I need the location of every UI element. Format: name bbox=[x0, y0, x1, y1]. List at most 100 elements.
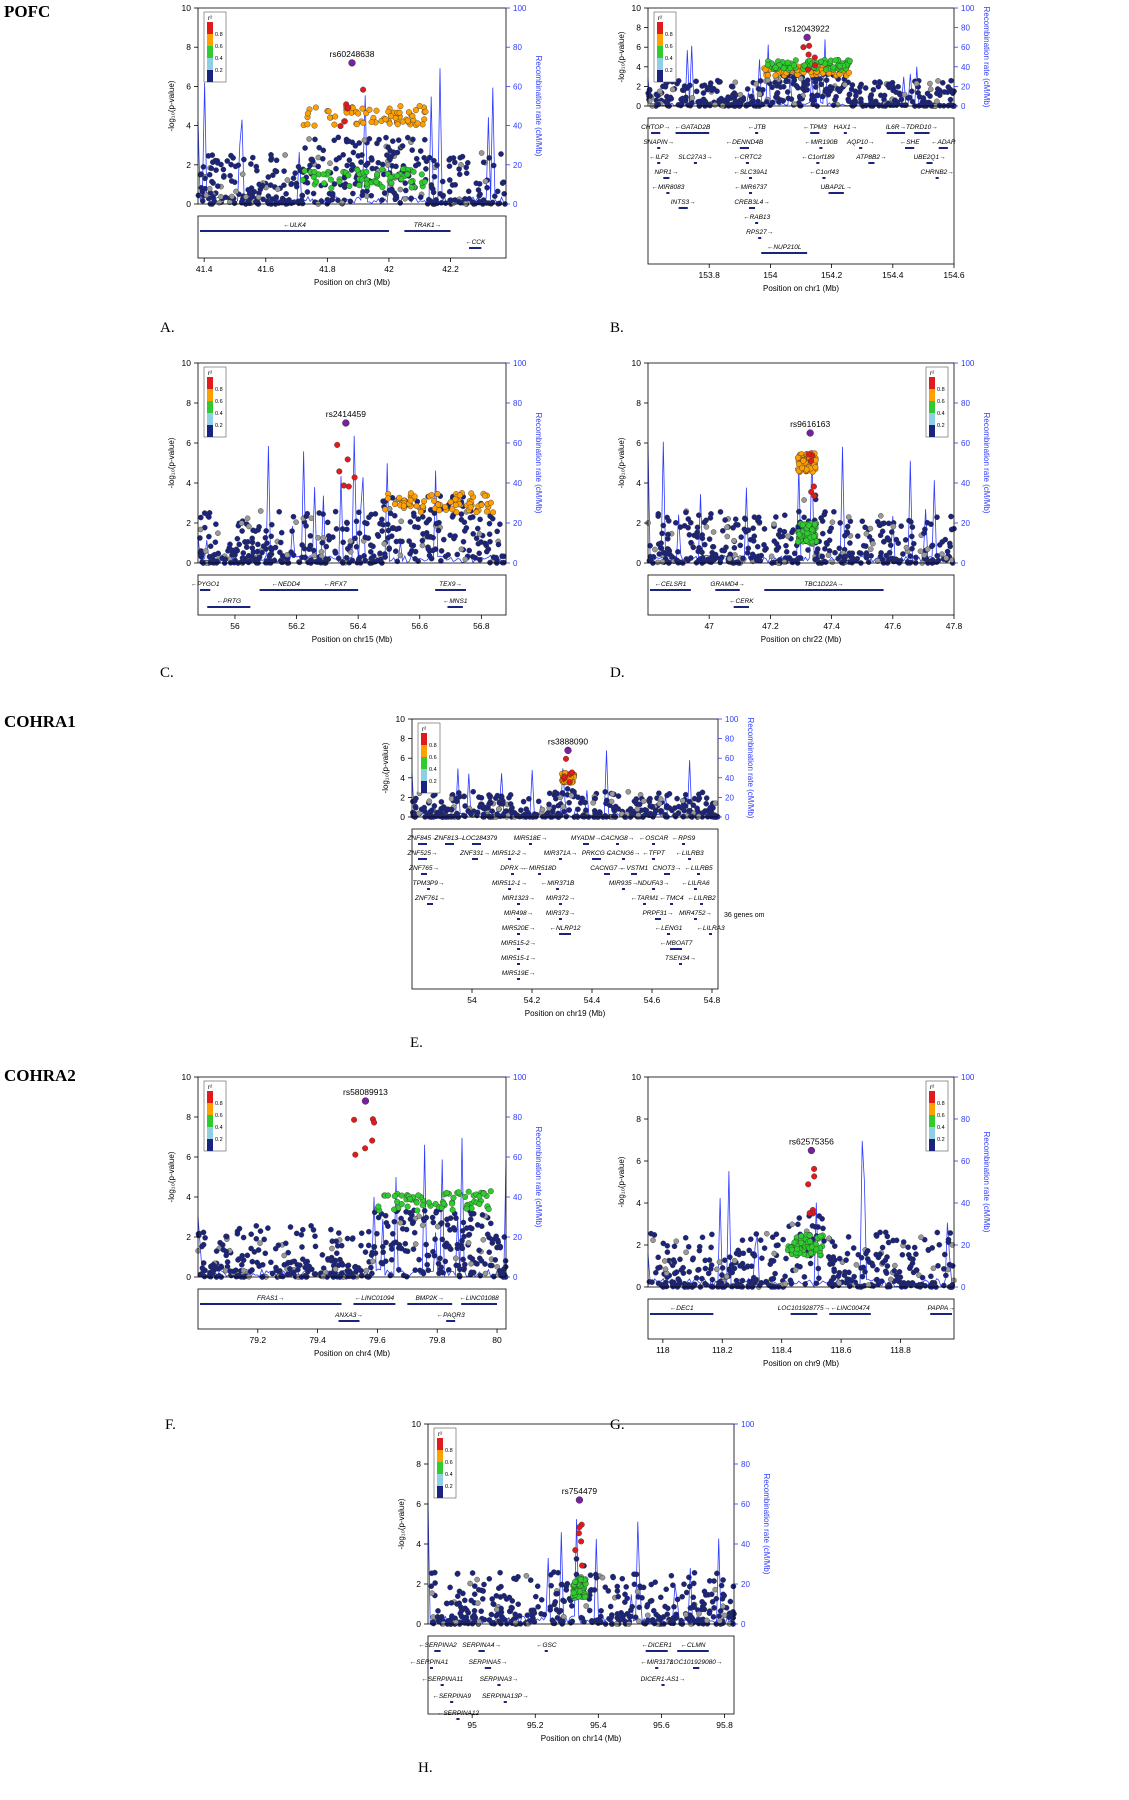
snp-point-orange bbox=[428, 492, 435, 499]
snp-point-red bbox=[341, 118, 348, 125]
y-tick-label: 6 bbox=[636, 42, 641, 52]
snp-point bbox=[845, 96, 851, 103]
snp-point bbox=[246, 200, 252, 207]
snp-point bbox=[867, 546, 874, 552]
snp-point bbox=[696, 1247, 703, 1254]
y2-axis-label: Recombination rate (cM/Mb) bbox=[982, 7, 991, 108]
snp-point-orange bbox=[382, 506, 389, 513]
snp-point bbox=[201, 510, 208, 516]
snp-point-orange bbox=[304, 110, 311, 117]
snp-point bbox=[812, 84, 819, 90]
snp-point bbox=[387, 510, 394, 517]
snp-point-green bbox=[830, 64, 837, 71]
gene-label: TDRD10→ bbox=[906, 124, 938, 131]
gene-label: ←ILF2 bbox=[649, 154, 669, 161]
y-tick-label: 10 bbox=[396, 714, 406, 724]
snp-point bbox=[569, 788, 576, 794]
snp-point bbox=[413, 155, 420, 162]
snp-point bbox=[358, 1267, 364, 1274]
legend-tick-label: 0.4 bbox=[937, 1125, 945, 1131]
snp-point bbox=[276, 508, 282, 515]
snp-point bbox=[655, 513, 662, 519]
snp-point bbox=[624, 1595, 630, 1602]
snp-point bbox=[902, 1283, 909, 1290]
snp-point bbox=[477, 556, 483, 563]
snp-point-green bbox=[398, 1201, 405, 1208]
snp-point bbox=[750, 1274, 757, 1281]
snp-point bbox=[208, 1263, 214, 1270]
snp-point bbox=[671, 805, 678, 811]
snp-point bbox=[437, 1255, 443, 1262]
y-tick-label: 10 bbox=[632, 358, 642, 368]
locus-plot-svg: rs602486380246810-log₁₀(p-value)02040608… bbox=[167, 3, 543, 287]
snp-point bbox=[409, 547, 415, 554]
snp-point-green bbox=[792, 57, 799, 64]
snp-point bbox=[379, 197, 385, 203]
snp-point bbox=[924, 546, 931, 552]
snp-point bbox=[350, 149, 357, 156]
y2-tick-label: 20 bbox=[961, 1241, 970, 1250]
snp-point bbox=[451, 159, 458, 166]
snp-point bbox=[425, 1267, 432, 1274]
legend-tick-label: 0.6 bbox=[665, 44, 673, 50]
snp-point bbox=[867, 96, 874, 102]
gene-label: ←TFPT bbox=[642, 850, 666, 857]
snp-point bbox=[851, 1273, 857, 1280]
snp-point bbox=[242, 539, 249, 545]
gene-label: ←NUP210L bbox=[767, 244, 802, 251]
snp-point bbox=[452, 197, 458, 203]
snp-point bbox=[368, 1264, 374, 1271]
x-tick-label: 154.4 bbox=[882, 270, 904, 280]
snp-point bbox=[344, 520, 350, 526]
snp-point-orange bbox=[765, 72, 772, 79]
snp-point bbox=[206, 171, 213, 178]
y2-tick-label: 0 bbox=[961, 559, 966, 568]
snp-point bbox=[939, 80, 946, 86]
snp-point bbox=[333, 165, 339, 172]
snp-point bbox=[319, 1252, 326, 1258]
snp-point bbox=[451, 1226, 458, 1233]
snp-point bbox=[662, 1603, 668, 1610]
snp-point bbox=[906, 1265, 913, 1272]
snp-point bbox=[919, 1274, 926, 1281]
gene-label: LOC101929080→ bbox=[670, 1659, 722, 1666]
snp-point bbox=[864, 1247, 871, 1254]
snp-point bbox=[507, 801, 514, 807]
snp-point bbox=[199, 198, 206, 204]
snp-point bbox=[708, 1283, 715, 1290]
gene-label: MIR373→ bbox=[546, 910, 575, 917]
snp-point bbox=[292, 170, 298, 176]
snp-point bbox=[749, 100, 756, 107]
snp-point bbox=[709, 549, 715, 556]
snp-point bbox=[671, 1243, 678, 1250]
snp-point-red bbox=[576, 1524, 583, 1531]
gene-label: AQP10→ bbox=[846, 139, 874, 146]
snp-point-green bbox=[462, 1193, 469, 1200]
snp-point bbox=[716, 1259, 723, 1265]
snp-point bbox=[465, 1232, 472, 1238]
snp-point bbox=[197, 535, 203, 541]
snp-point bbox=[344, 162, 350, 169]
snp-point bbox=[586, 1607, 593, 1614]
snp-point bbox=[890, 87, 896, 94]
y2-tick-label: 0 bbox=[741, 1620, 746, 1629]
snp-point bbox=[424, 1252, 431, 1259]
snp-point-green bbox=[784, 59, 791, 66]
y2-tick-label: 80 bbox=[513, 43, 522, 52]
snp-point bbox=[335, 197, 341, 203]
y2-tick-label: 0 bbox=[513, 559, 518, 568]
snp-point bbox=[773, 94, 779, 100]
snp-point bbox=[650, 553, 657, 560]
y2-tick-label: 60 bbox=[961, 439, 970, 448]
snp-point bbox=[864, 1256, 871, 1262]
snp-point bbox=[489, 1240, 496, 1246]
snp-point bbox=[260, 196, 266, 203]
snp-point bbox=[750, 525, 756, 531]
snp-point bbox=[653, 1269, 659, 1276]
x-axis-label: Position on chr1 (Mb) bbox=[763, 284, 839, 293]
snp-point bbox=[949, 1263, 956, 1269]
locus-plot-c: rs2414459 0 2 4 6 8 10 -log₁₀(p-value) 0 20 40 60 80… bbox=[158, 357, 552, 653]
snp-point bbox=[691, 1617, 698, 1624]
snp-point bbox=[791, 101, 798, 107]
snp-point bbox=[488, 1611, 495, 1618]
